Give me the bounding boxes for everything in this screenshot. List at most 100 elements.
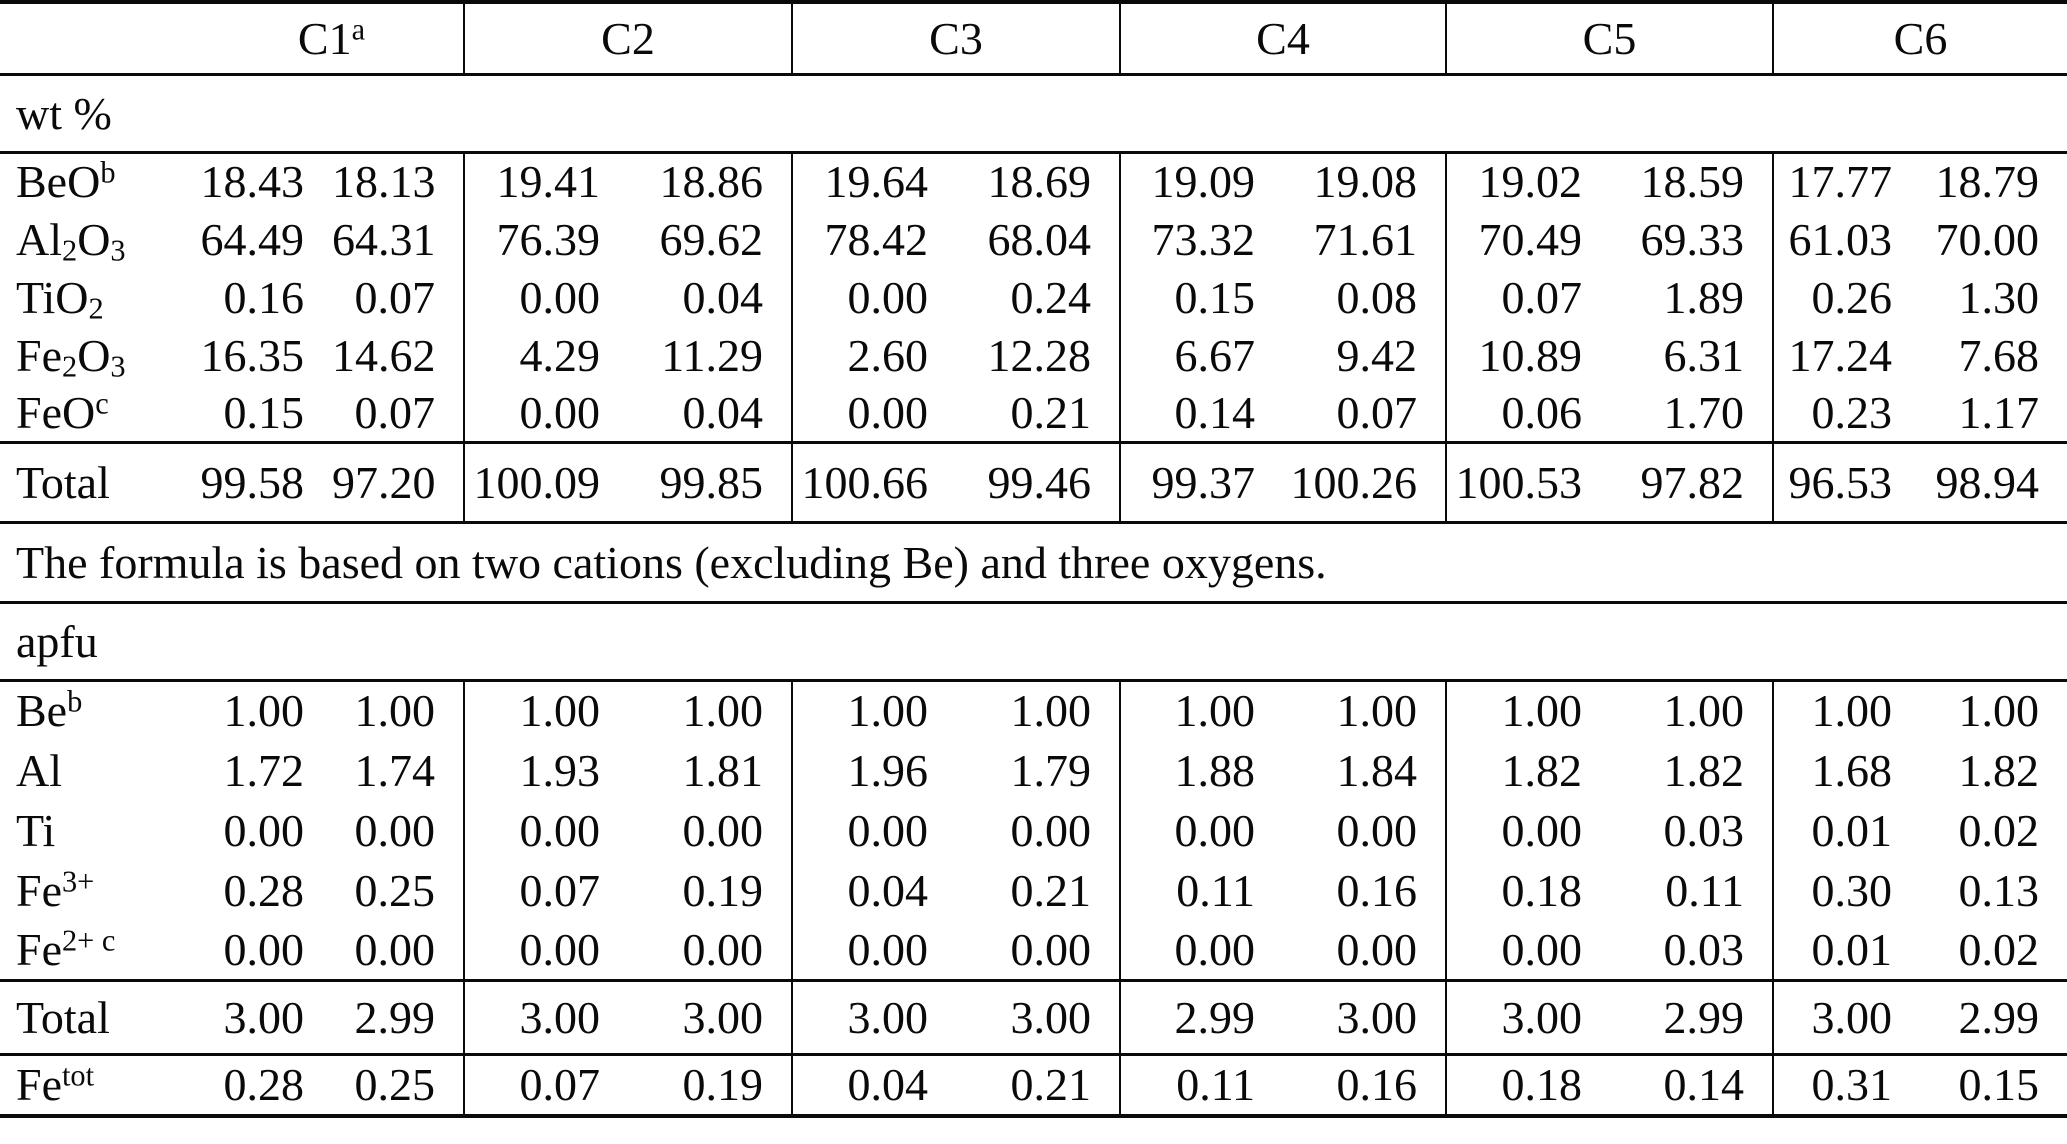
value-cell: 3.00 bbox=[1446, 978, 1611, 1054]
value-cell: 0.21 bbox=[956, 384, 1122, 442]
value-cell: 1.93 bbox=[519, 744, 601, 796]
value-cell: 1.96 bbox=[847, 744, 929, 796]
value-cell: 2.99 bbox=[1920, 978, 2067, 1054]
corner-cell bbox=[0, 2, 200, 74]
value-cell: 68.04 bbox=[956, 210, 1122, 268]
value-cell: 0.00 bbox=[956, 800, 1122, 860]
value-cell: 1.00 bbox=[628, 678, 794, 740]
value-cell: 0.16 bbox=[223, 271, 305, 323]
section-label-wt: wt % bbox=[0, 72, 2067, 152]
value-cell: 0.00 bbox=[1174, 804, 1256, 856]
col-header-c6: C6 bbox=[1773, 2, 2067, 74]
value-cell: 97.20 bbox=[332, 440, 466, 522]
formula-subscript: 2 bbox=[62, 232, 78, 267]
col-header-c5: C5 bbox=[1446, 2, 1775, 74]
value-cell: 99.46 bbox=[956, 440, 1122, 522]
value-cell: 1.30 bbox=[1958, 271, 2040, 323]
value-cell: 1.70 bbox=[1610, 384, 1775, 442]
row-label-fe3: Fe3+ bbox=[0, 860, 200, 920]
value-cell: 0.19 bbox=[628, 1052, 794, 1116]
value-cell: 18.79 bbox=[1920, 150, 2067, 210]
row-fe2: Fe2+ c 0.00 0.00 0.00 0.00 0.00 0.00 0.0… bbox=[0, 920, 2067, 980]
row-label-beo: BeOb bbox=[0, 150, 200, 210]
col-header-label: C4 bbox=[1256, 12, 1310, 64]
value-cell: 7.68 bbox=[1958, 329, 2040, 381]
row-label-feo: FeOc bbox=[0, 384, 200, 442]
row-label-fe2: Fe2+ c bbox=[0, 920, 200, 980]
formula-text: Al bbox=[16, 744, 62, 796]
value-cell: 0.15 bbox=[1174, 271, 1256, 323]
footnote-marker-a: a bbox=[351, 12, 366, 47]
value-cell: 1.00 bbox=[956, 678, 1122, 740]
formula-superscript: 2+ c bbox=[62, 923, 116, 958]
row-label-total: Total bbox=[0, 978, 200, 1054]
value-cell: 14.62 bbox=[332, 326, 466, 384]
value-cell: 96.53 bbox=[1773, 440, 1921, 522]
value-cell: 0.11 bbox=[1120, 1052, 1284, 1116]
formula-text: Ti bbox=[16, 804, 56, 856]
value-cell: 1.72 bbox=[223, 744, 305, 796]
row-label-fetot: Fetot bbox=[0, 1052, 200, 1116]
col-header-label: C6 bbox=[1893, 12, 1948, 64]
value-cell: 0.30 bbox=[1811, 864, 1893, 916]
row-label-ti: Ti bbox=[0, 800, 200, 860]
value-cell: 0.00 bbox=[1501, 923, 1583, 975]
value-cell: 0.02 bbox=[1958, 923, 2040, 975]
value-cell: 3.00 bbox=[1773, 978, 1921, 1054]
value-cell: 0.21 bbox=[956, 1052, 1122, 1116]
value-cell: 0.01 bbox=[1811, 923, 1893, 975]
footnote-marker-c: c bbox=[95, 386, 109, 421]
value-cell: 19.08 bbox=[1283, 150, 1448, 210]
value-cell: 1.82 bbox=[1610, 740, 1775, 800]
value-cell: 1.84 bbox=[1283, 740, 1448, 800]
row-label-total: Total bbox=[0, 440, 200, 522]
value-cell: 0.00 bbox=[223, 923, 305, 975]
value-cell: 64.31 bbox=[332, 210, 466, 268]
value-cell: 1.00 bbox=[1773, 678, 1921, 740]
value-cell: 11.29 bbox=[628, 326, 794, 384]
row-label-al: Al bbox=[0, 740, 200, 800]
value-cell: 0.13 bbox=[1958, 864, 2040, 916]
value-cell: 70.49 bbox=[1478, 213, 1583, 265]
value-cell: 71.61 bbox=[1283, 210, 1448, 268]
value-cell: 70.00 bbox=[1935, 213, 2040, 265]
value-cell: 1.00 bbox=[1610, 678, 1775, 740]
row-label-be: Beb bbox=[0, 678, 200, 740]
value-cell: 0.04 bbox=[628, 384, 794, 442]
formula-superscript: 3+ bbox=[62, 863, 95, 898]
formula-subscript: 3 bbox=[110, 348, 126, 383]
value-cell: 1.00 bbox=[332, 678, 466, 740]
formula-subscript: 3 bbox=[110, 232, 126, 267]
value-cell: 0.15 bbox=[223, 386, 305, 438]
value-cell: 0.00 bbox=[1501, 804, 1583, 856]
value-cell: 2.60 bbox=[847, 329, 929, 381]
value-cell: 0.11 bbox=[1610, 860, 1775, 920]
value-cell: 0.00 bbox=[332, 920, 466, 980]
value-cell: 99.58 bbox=[200, 440, 332, 522]
value-cell: 0.07 bbox=[1283, 384, 1448, 442]
value-cell: 1.82 bbox=[1958, 744, 2040, 796]
col-header-label: C5 bbox=[1582, 12, 1637, 64]
value-cell: 78.42 bbox=[824, 213, 929, 265]
col-header-c3: C3 bbox=[792, 2, 1122, 74]
value-cell: 0.25 bbox=[332, 860, 466, 920]
value-cell: 1.88 bbox=[1174, 744, 1256, 796]
formula-text: TiO bbox=[16, 271, 89, 323]
value-cell: 4.29 bbox=[519, 329, 601, 381]
value-cell: 0.00 bbox=[332, 800, 466, 860]
value-cell: 0.16 bbox=[1283, 1052, 1448, 1116]
formula-subscript: 2 bbox=[88, 290, 104, 325]
value-cell: 0.03 bbox=[1610, 920, 1775, 980]
value-cell: 100.53 bbox=[1446, 440, 1611, 522]
value-cell: 3.00 bbox=[956, 978, 1122, 1054]
value-cell: 0.06 bbox=[1501, 386, 1583, 438]
value-cell: 64.49 bbox=[200, 213, 305, 265]
value-cell: 0.00 bbox=[628, 920, 794, 980]
value-cell: 0.00 bbox=[519, 271, 601, 323]
section-row-wt: wt % bbox=[0, 72, 2067, 152]
value-cell: 0.07 bbox=[1501, 271, 1583, 323]
value-cell: 9.42 bbox=[1283, 326, 1448, 384]
value-cell: 0.00 bbox=[628, 800, 794, 860]
value-cell: 0.00 bbox=[847, 804, 929, 856]
header-row: C1a C2 C3 C4 C5 C6 bbox=[0, 2, 2067, 74]
